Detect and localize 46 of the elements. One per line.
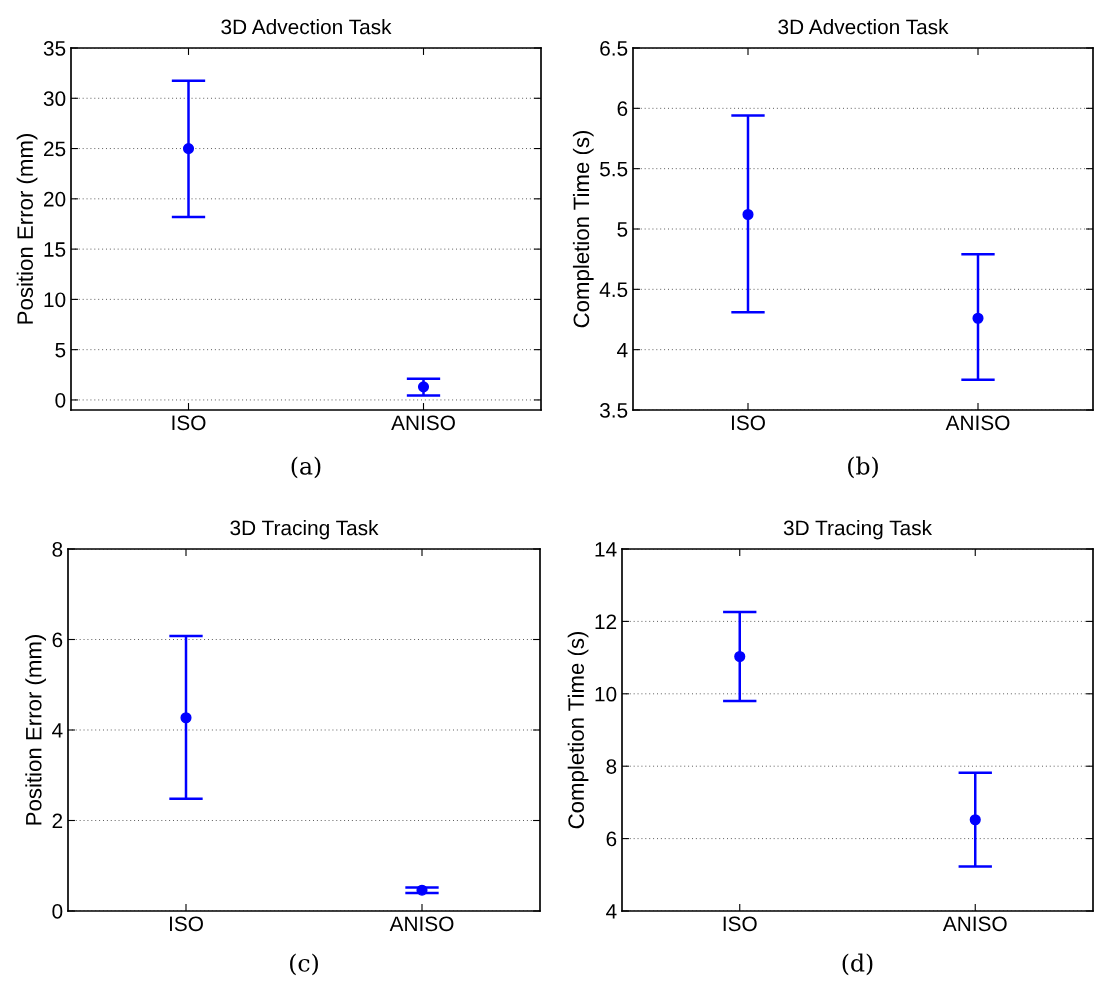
- y-tick-label: 6.5: [600, 41, 628, 56]
- y-tick-label: 10: [595, 686, 617, 702]
- y-tick-label: 10: [44, 292, 66, 308]
- y-tick-label: 3.5: [599, 403, 628, 418]
- y-tick-label: 4: [606, 904, 617, 919]
- y-axis-title: Position Error (mm): [16, 134, 38, 324]
- y-tick-label: 6: [52, 632, 63, 648]
- y-tick-label: 25: [44, 141, 66, 157]
- y-axis-title: Completion Time (s): [572, 130, 594, 328]
- y-tick-label: 5: [55, 342, 66, 358]
- y-tick-label: 6: [606, 831, 617, 847]
- x-tick-label: ANISO: [389, 916, 454, 932]
- x-tick-label: ISO: [172, 415, 206, 431]
- y-tick-label: 15: [44, 242, 66, 257]
- y-tick-label: 5.5: [600, 161, 628, 177]
- y-tick-label: 0: [55, 392, 66, 408]
- y-tick-label: 30: [43, 91, 66, 107]
- text: (d): [842, 953, 873, 976]
- y-tick-label: 2: [52, 813, 63, 829]
- text: (b): [848, 456, 878, 479]
- y-tick-label: 4: [52, 723, 63, 738]
- chart-title: 3D Advection Task: [778, 19, 949, 35]
- y-tick-label: 4.5: [599, 282, 628, 298]
- chart-title: 3D Tracing Task: [783, 520, 933, 540]
- y-axis-title: Position Error (mm): [25, 635, 46, 825]
- chart-title: 3D Tracing Task: [230, 520, 379, 540]
- text: (a): [291, 456, 321, 479]
- x-tick-label: ISO: [731, 415, 765, 431]
- y-tick-label: 12: [595, 614, 617, 629]
- y-tick-label: 6: [617, 101, 628, 117]
- text: (c): [290, 953, 318, 976]
- x-tick-label: ANISO: [942, 916, 1007, 932]
- y-tick-label: 14: [595, 542, 617, 557]
- y-tick-label: 35: [43, 41, 66, 56]
- y-tick-label: 0: [52, 904, 63, 919]
- y-tick-label: 20: [44, 191, 66, 207]
- y-tick-label: 8: [606, 759, 617, 774]
- x-tick-label: ANISO: [945, 415, 1010, 431]
- y-tick-label: 8: [52, 542, 63, 557]
- y-tick-label: 4: [617, 342, 628, 358]
- x-tick-label: ISO: [723, 916, 757, 932]
- y-tick-label: 5: [617, 222, 628, 237]
- x-tick-label: ISO: [169, 916, 203, 932]
- x-tick-label: ANISO: [391, 415, 455, 431]
- y-axis-title: Completion Time (s): [567, 631, 589, 829]
- chart-title: 3D Advection Task: [221, 19, 392, 35]
